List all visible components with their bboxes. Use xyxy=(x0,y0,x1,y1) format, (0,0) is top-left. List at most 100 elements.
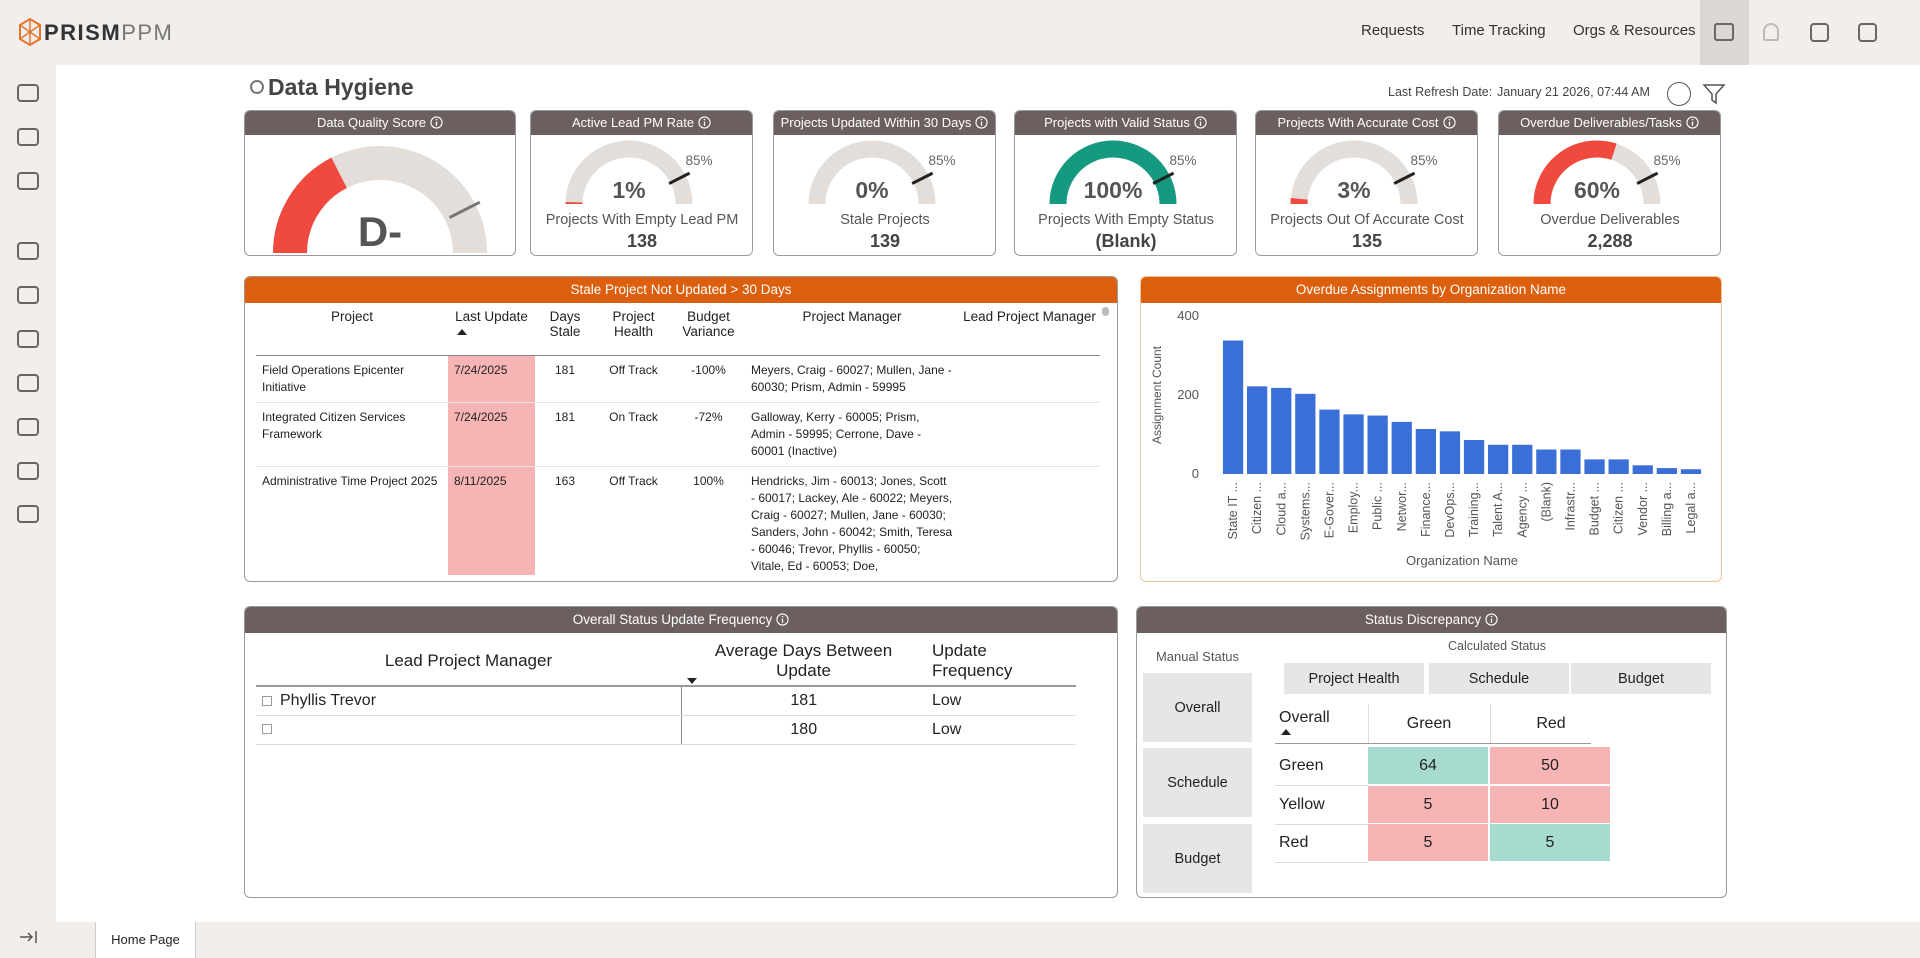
gauge: 85% 0% Stale Projects 139 xyxy=(808,140,956,251)
expand-icon[interactable] xyxy=(262,724,272,735)
page-tab[interactable]: Home Page xyxy=(95,922,196,958)
nav-link[interactable]: Orgs & Resources xyxy=(1573,22,1696,39)
side-icon[interactable] xyxy=(17,330,39,348)
x-tick-label: E-Gover... xyxy=(1322,482,1336,538)
matrix-header-line xyxy=(1275,743,1591,744)
expand-icon[interactable] xyxy=(262,695,272,706)
calculated-label: Calculated Status xyxy=(1448,639,1546,653)
bar xyxy=(1247,386,1268,474)
calculated-option[interactable]: Schedule xyxy=(1429,663,1569,694)
column-header[interactable]: Lead Project Manager xyxy=(959,305,1100,356)
info-icon[interactable] xyxy=(698,116,711,129)
column-header[interactable]: Budget Variance xyxy=(672,305,745,356)
info-icon[interactable] xyxy=(1194,116,1207,129)
manual-option[interactable]: Budget xyxy=(1143,824,1252,893)
card-title-text: Active Lead PM Rate xyxy=(571,115,695,130)
side-icon[interactable] xyxy=(17,286,39,304)
gauge-count: 138 xyxy=(627,231,657,251)
sort-arrow xyxy=(457,329,467,335)
nav-icon[interactable] xyxy=(1714,23,1734,41)
logo[interactable]: PRISMPPM xyxy=(44,20,173,46)
bar xyxy=(1271,387,1292,474)
matrix-cell: 5 xyxy=(1490,824,1610,861)
calculated-option[interactable]: Budget xyxy=(1571,663,1711,694)
card-title-text: Overdue Deliverables/Tasks xyxy=(1520,115,1682,130)
gauge-target xyxy=(1393,171,1416,185)
nav-link[interactable]: Requests xyxy=(1361,22,1425,39)
grade: D- xyxy=(358,208,402,255)
help-icon[interactable] xyxy=(1810,23,1829,42)
nav-link[interactable]: Time Tracking xyxy=(1452,22,1546,39)
side-icon[interactable] xyxy=(17,374,39,392)
gauge: D- xyxy=(273,146,487,255)
info-dot xyxy=(435,118,438,121)
bar xyxy=(1680,469,1702,474)
info-icon[interactable] xyxy=(430,116,443,129)
manager-name: Phyllis Trevor xyxy=(280,691,377,709)
matrix-cell: 50 xyxy=(1490,747,1610,784)
frequency-cell: Low xyxy=(926,715,1076,745)
matrix-row-label: Yellow xyxy=(1279,796,1325,813)
card-title-text: Projects with Valid Status xyxy=(1044,115,1190,130)
collapse-icon[interactable] xyxy=(18,928,40,946)
column-header[interactable]: Average Days Between Update xyxy=(681,637,926,687)
bar xyxy=(1463,440,1485,474)
target-label: 85% xyxy=(1653,153,1680,168)
filter-button[interactable] xyxy=(1702,83,1726,105)
info-icon[interactable] xyxy=(1485,613,1498,626)
info-dot xyxy=(1490,615,1493,618)
info-icon[interactable] xyxy=(1442,116,1456,129)
gauge-target xyxy=(1636,171,1659,185)
column-header[interactable]: Project Health xyxy=(595,305,672,356)
frequency-table: Lead Project Manager Average Days Between… xyxy=(256,637,1076,745)
column-header[interactable]: Update Frequency xyxy=(926,637,1076,687)
info-circle xyxy=(698,116,711,129)
header-row: Lead Project Manager Average Days Between… xyxy=(256,637,1076,687)
side-icon[interactable] xyxy=(17,172,39,190)
bar xyxy=(1560,449,1581,474)
column-header[interactable]: Project xyxy=(256,305,448,356)
bar xyxy=(1632,465,1653,474)
y-tick-label: 200 xyxy=(1177,387,1199,402)
table-cell: Off Track xyxy=(595,355,672,403)
side-icon[interactable] xyxy=(17,418,39,436)
side-icon[interactable] xyxy=(17,462,39,480)
bar xyxy=(1512,444,1533,474)
user-icon[interactable] xyxy=(1858,23,1877,42)
side-icon[interactable] xyxy=(17,128,39,146)
column-header-text: Lead Project Manager xyxy=(963,309,1096,324)
manual-option[interactable]: Overall xyxy=(1143,673,1252,742)
column-header[interactable]: Lead Project Manager xyxy=(256,637,681,687)
column-header[interactable]: Project Manager xyxy=(745,305,959,356)
logo-bold: PRISM xyxy=(44,20,122,45)
info-icon[interactable] xyxy=(975,116,989,129)
bar-chart: 0 200 400 Assignment Count Organization Name… xyxy=(1150,308,1702,568)
column-header[interactable]: Last Update xyxy=(448,305,535,356)
bar xyxy=(1415,428,1436,474)
bar xyxy=(1488,444,1509,474)
calculated-option[interactable]: Project Health xyxy=(1284,663,1424,694)
x-tick-label: DevOps... xyxy=(1443,482,1457,538)
matrix-cell: 5 xyxy=(1368,824,1488,861)
x-tick-label: State IT ... xyxy=(1226,482,1240,539)
gauge-count: 135 xyxy=(1352,231,1382,251)
column-header-text: Average Days Between Update xyxy=(714,641,893,680)
side-icon[interactable] xyxy=(17,242,39,260)
bar xyxy=(1222,340,1244,474)
manual-option[interactable]: Schedule xyxy=(1143,748,1252,817)
table-cell: On Track xyxy=(595,402,672,467)
info-icon[interactable] xyxy=(776,613,789,626)
side-icon[interactable] xyxy=(17,505,39,523)
bar xyxy=(1536,449,1557,474)
notification-icon[interactable] xyxy=(1763,23,1779,41)
column-header[interactable]: Days Stale xyxy=(535,305,595,356)
info-icon[interactable] xyxy=(1686,116,1699,129)
days-cell: 181 xyxy=(681,686,926,716)
side-icon[interactable] xyxy=(17,84,39,102)
panel-title: Overall Status Update Frequency xyxy=(245,607,1117,633)
refresh-date: January 21 2026, 07:44 AM xyxy=(1497,85,1650,99)
table-body: Phyllis Trevor 181 Low 180 Low xyxy=(256,686,1076,745)
info-button[interactable] xyxy=(1667,82,1691,106)
matrix-row-header[interactable]: Overall xyxy=(1279,709,1330,726)
